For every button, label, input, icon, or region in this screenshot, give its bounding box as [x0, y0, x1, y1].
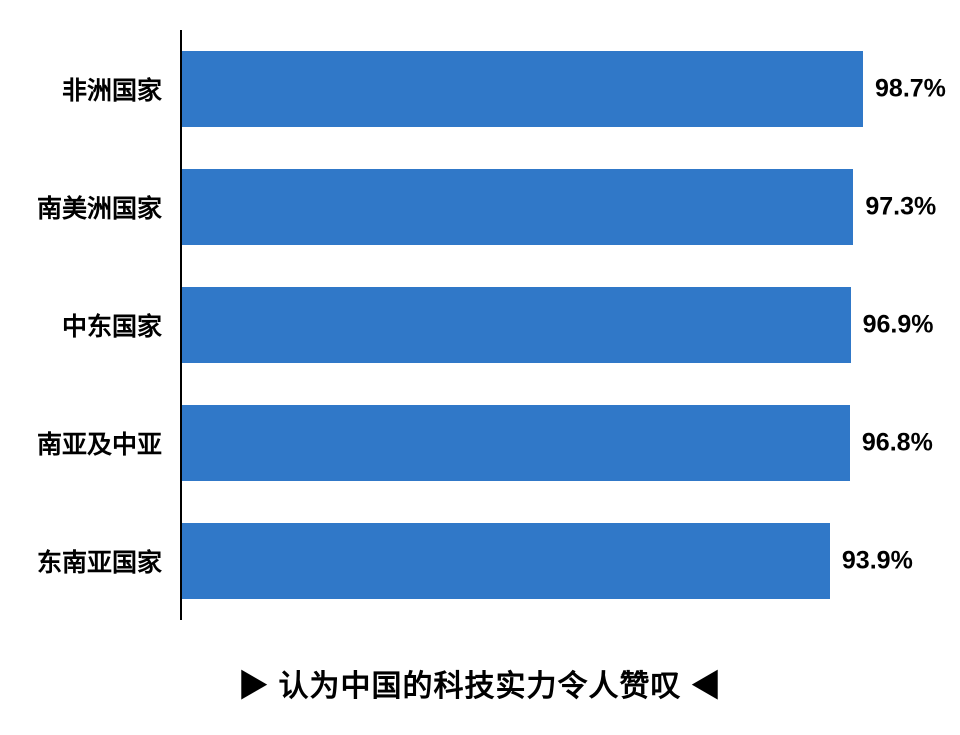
bar-row: 东南亚国家93.9% — [180, 523, 870, 599]
bar — [182, 169, 853, 245]
bar — [182, 51, 863, 127]
category-label: 中东国家 — [62, 307, 162, 343]
bar-row: 中东国家96.9% — [180, 287, 870, 363]
category-label: 非洲国家 — [62, 71, 162, 107]
value-label: 96.9% — [863, 310, 934, 339]
bar-row: 南美洲国家97.3% — [180, 169, 870, 245]
chart-container: 非洲国家98.7%南美洲国家97.3%中东国家96.9%南亚及中亚96.8%东南… — [0, 0, 960, 735]
bar — [182, 287, 851, 363]
chart-caption: ▶ 认为中国的科技实力令人赞叹 ◀ — [0, 661, 960, 705]
category-label: 东南亚国家 — [37, 543, 162, 579]
bar — [182, 405, 850, 481]
bar-row: 非洲国家98.7% — [180, 51, 870, 127]
value-label: 97.3% — [865, 192, 936, 221]
value-label: 98.7% — [875, 74, 946, 103]
bar — [182, 523, 830, 599]
category-label: 南美洲国家 — [37, 189, 162, 225]
value-label: 96.8% — [862, 428, 933, 457]
category-label: 南亚及中亚 — [37, 425, 162, 461]
bar-row: 南亚及中亚96.8% — [180, 405, 870, 481]
value-label: 93.9% — [842, 546, 913, 575]
plot-area: 非洲国家98.7% 南美洲国家97.3% 中东国家96.9% 南亚及中亚96.8% 东南… — [180, 30, 870, 620]
